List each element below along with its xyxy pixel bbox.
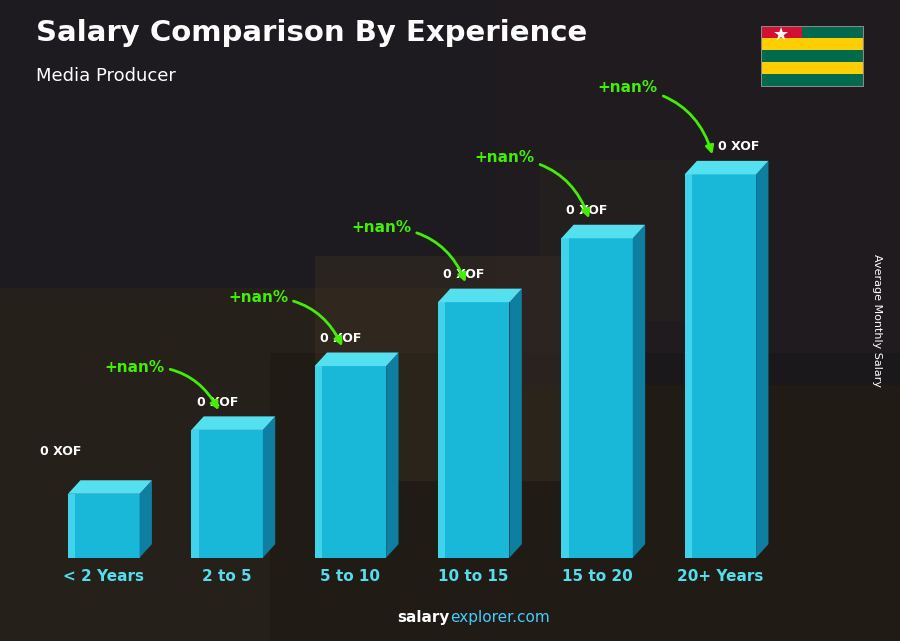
Text: +nan%: +nan% [598, 81, 713, 151]
Polygon shape [68, 494, 140, 558]
Polygon shape [756, 161, 769, 558]
Polygon shape [685, 161, 769, 174]
Polygon shape [263, 417, 275, 558]
Polygon shape [192, 430, 199, 558]
Text: +nan%: +nan% [474, 151, 589, 215]
Text: +nan%: +nan% [104, 360, 217, 408]
Text: Average Monthly Salary: Average Monthly Salary [872, 254, 883, 387]
Polygon shape [562, 238, 633, 558]
Text: +nan%: +nan% [228, 290, 341, 344]
Polygon shape [438, 302, 446, 558]
Bar [760, 38, 864, 50]
Polygon shape [315, 366, 322, 558]
Polygon shape [685, 174, 692, 558]
Text: 0 XOF: 0 XOF [196, 396, 238, 409]
Polygon shape [685, 174, 756, 558]
Polygon shape [68, 494, 76, 558]
Polygon shape [562, 225, 645, 238]
Bar [760, 13, 802, 38]
Text: 0 XOF: 0 XOF [566, 204, 608, 217]
Text: 0 XOF: 0 XOF [40, 445, 81, 458]
Text: 0 XOF: 0 XOF [718, 140, 760, 153]
Polygon shape [192, 417, 275, 430]
Polygon shape [140, 480, 152, 558]
Bar [760, 62, 864, 74]
Text: Media Producer: Media Producer [36, 67, 176, 85]
Text: salary: salary [398, 610, 450, 625]
Text: +nan%: +nan% [351, 221, 465, 279]
Bar [760, 74, 864, 87]
Text: explorer.com: explorer.com [450, 610, 550, 625]
Bar [760, 26, 864, 38]
Polygon shape [438, 302, 509, 558]
Polygon shape [633, 225, 645, 558]
Text: ★: ★ [773, 26, 789, 44]
Bar [760, 50, 864, 62]
Text: 0 XOF: 0 XOF [443, 268, 484, 281]
Polygon shape [386, 353, 399, 558]
Polygon shape [509, 288, 522, 558]
Polygon shape [192, 430, 263, 558]
Polygon shape [438, 288, 522, 302]
Polygon shape [315, 353, 399, 366]
Polygon shape [68, 480, 152, 494]
Text: 0 XOF: 0 XOF [320, 332, 361, 345]
Polygon shape [562, 238, 569, 558]
Polygon shape [315, 366, 386, 558]
Text: Salary Comparison By Experience: Salary Comparison By Experience [36, 19, 587, 47]
